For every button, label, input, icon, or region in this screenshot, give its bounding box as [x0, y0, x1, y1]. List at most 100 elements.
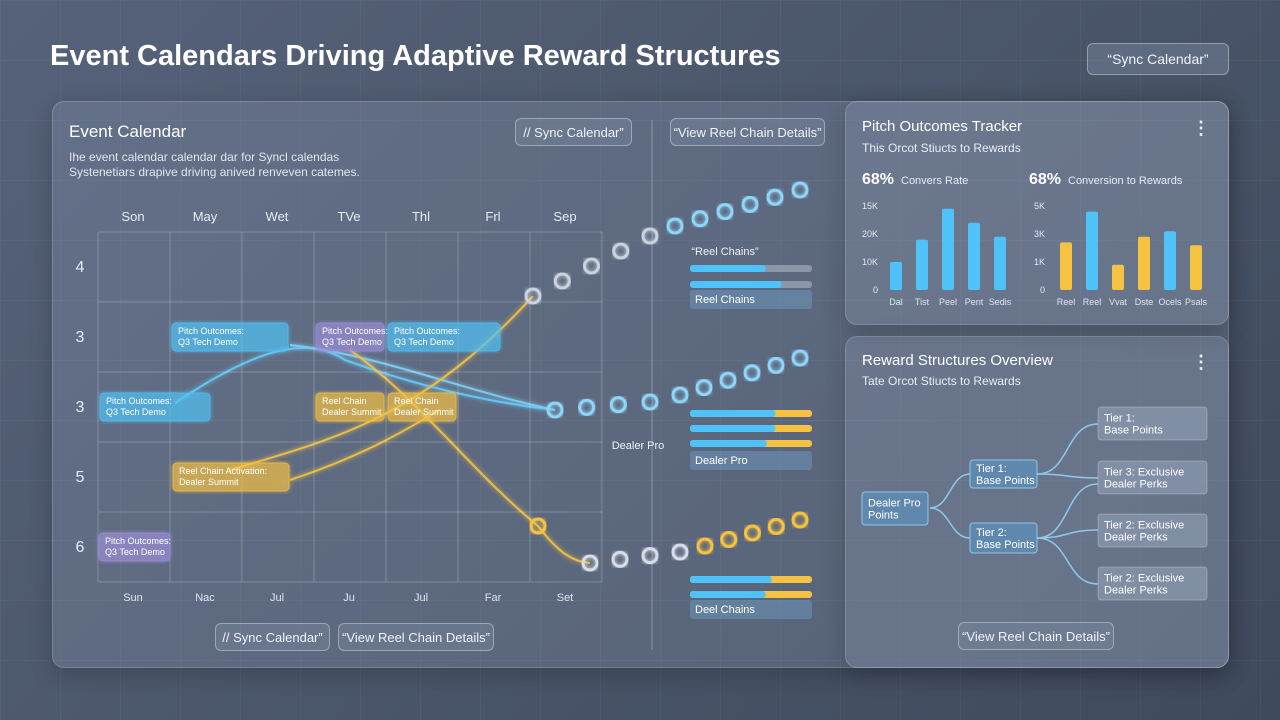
node-text: Tier 2: Exclusive — [1104, 573, 1184, 585]
sync-button[interactable]: “Sync Calendar” — [1087, 43, 1229, 75]
chain-link — [612, 242, 630, 260]
event-text: Pitch Outcomes: — [178, 326, 244, 336]
node-text: Dealer Pro — [868, 498, 921, 510]
bar — [1060, 242, 1072, 290]
day-header: Sep — [553, 209, 576, 224]
connector — [1036, 529, 1099, 539]
month-label: Nac — [195, 592, 215, 604]
event-text: Dealer Summit — [322, 407, 382, 417]
stat-label: Conversion to Rewards — [1068, 175, 1183, 187]
x-tick-label: Dal — [889, 297, 903, 307]
event-card — [172, 462, 290, 492]
bar — [994, 236, 1006, 290]
stat-label: Convers Rate — [901, 175, 968, 187]
chain-link — [744, 524, 761, 542]
progress-fill — [690, 440, 767, 447]
day-header: TVe — [337, 209, 360, 224]
progress-fill — [690, 425, 776, 432]
chain-link — [583, 257, 600, 275]
connector — [1036, 423, 1099, 475]
x-tick-label: Tist — [915, 297, 930, 307]
chain-link — [767, 356, 785, 374]
calendar-description: Ihe event calendar calendar dar for Sync… — [69, 150, 340, 164]
event-text: Pitch Outcomes: — [106, 396, 172, 406]
month-label: Ju — [343, 592, 355, 604]
row-label: 6 — [76, 539, 85, 556]
row-label: 3 — [76, 329, 85, 346]
chain-link — [641, 547, 659, 565]
event-text: Reel Chain — [322, 396, 367, 406]
chain-link — [524, 287, 542, 305]
node-text: Tier 1: — [1104, 413, 1135, 425]
day-header: Frl — [485, 209, 500, 224]
event-text: Pitch Outcomes: — [105, 536, 171, 546]
chain-link — [641, 393, 659, 411]
x-tick-label: Peel — [939, 297, 957, 307]
node-text: Base Points — [976, 475, 1035, 487]
event-text: Q3 Tech Demo — [106, 407, 166, 417]
node-text: Dealer Perks — [1104, 585, 1168, 597]
event-card — [315, 392, 385, 422]
bar — [1086, 211, 1098, 290]
reward-subtitle: Tate Orcot Stiucts to Rewards — [862, 374, 1021, 388]
sync-button[interactable]: // Sync Calendar” — [215, 623, 330, 651]
details-button[interactable]: “View Reel Chain Details” — [958, 622, 1114, 650]
y-tick-label: 0 — [1040, 285, 1045, 295]
progress-fill — [690, 576, 772, 583]
bar — [890, 262, 902, 290]
y-tick-label: 0 — [873, 285, 878, 295]
chain-link — [695, 379, 713, 397]
event-card — [99, 392, 211, 422]
row-label: 5 — [76, 469, 85, 486]
event-card — [98, 532, 171, 562]
event-card — [387, 322, 501, 352]
sync-button[interactable]: // Sync Calendar” — [515, 118, 632, 146]
chain-link — [791, 349, 809, 367]
month-label: Jul — [414, 592, 428, 604]
row-label: 3 — [76, 399, 85, 416]
reward-node — [969, 459, 1038, 489]
menu-icon[interactable]: ⋮ — [1192, 352, 1210, 372]
reward-node — [861, 491, 929, 526]
x-tick-label: Sedis — [989, 297, 1012, 307]
calendar-description: Systenetiars drapive driving anived renv… — [69, 165, 360, 179]
event-text: Dealer Summit — [394, 407, 454, 417]
x-tick-label: Pent — [965, 297, 984, 307]
chain-label: Dealer Pro — [612, 440, 665, 452]
reward-node — [1097, 460, 1208, 495]
chain-tag-text: Dealer Pro — [695, 455, 748, 467]
x-tick-label: Dste — [1135, 297, 1154, 307]
menu-icon[interactable]: ⋮ — [1192, 118, 1210, 138]
node-text: Base Points — [976, 539, 1035, 551]
event-text: Q3 Tech Demo — [394, 337, 454, 347]
details-button[interactable]: “View Reel Chain Details” — [338, 623, 494, 651]
x-tick-label: Reel — [1057, 297, 1076, 307]
chain-link — [741, 195, 759, 213]
chain-link — [767, 518, 785, 535]
day-header: Wet — [266, 209, 289, 224]
chain-link — [578, 398, 596, 416]
details-button[interactable]: “View Reel Chain Details” — [670, 118, 825, 146]
event-text: Q3 Tech Demo — [105, 547, 165, 557]
stat-value: 68% — [862, 171, 894, 188]
node-text: Dealer Perks — [1104, 532, 1168, 544]
chain-link — [546, 401, 564, 419]
chain-link — [553, 272, 571, 290]
node-text: Tier 2: — [976, 527, 1007, 539]
page-title: Event Calendars Driving Adaptive Reward … — [50, 40, 781, 72]
bar — [916, 239, 928, 290]
progress-fill — [690, 265, 766, 272]
y-tick-label: 20K — [862, 229, 878, 239]
node-text: Base Points — [1104, 425, 1163, 437]
row-label: 4 — [76, 259, 85, 276]
main-panel — [52, 101, 1229, 668]
progress-fill — [690, 281, 782, 288]
y-tick-label: 1K — [1034, 257, 1045, 267]
chain-link — [791, 511, 809, 529]
stat-value: 68% — [1029, 171, 1061, 188]
chain-link — [581, 554, 599, 572]
day-header: Son — [121, 209, 144, 224]
